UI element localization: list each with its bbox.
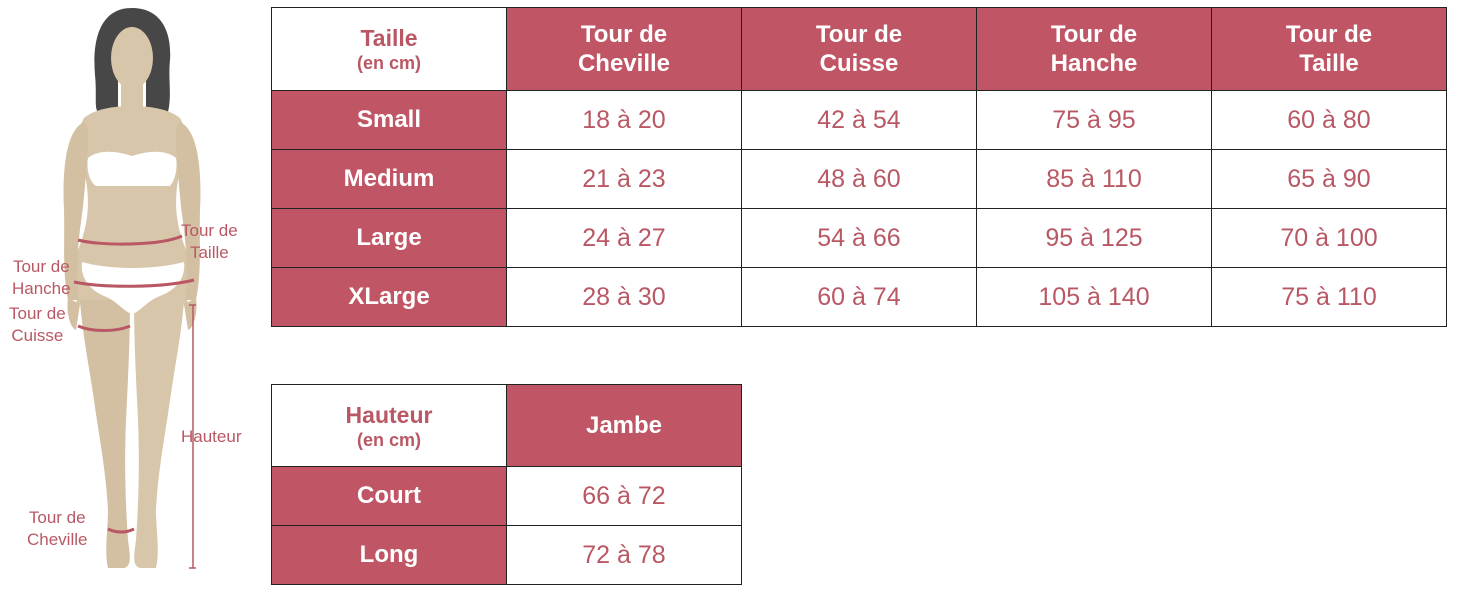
table-row: Court 66 à 72 — [271, 466, 742, 526]
body-silhouette-icon — [63, 8, 201, 569]
table-cell: 72 à 78 — [506, 525, 742, 585]
table-row: XLarge 28 à 30 60 à 74 105 à 140 75 à 11… — [271, 267, 1447, 327]
table-header-row: Taille (en cm) Tour de Cheville Tour de … — [271, 7, 1447, 91]
table-cell: 85 à 110 — [976, 149, 1212, 209]
table-cell: 75 à 95 — [976, 90, 1212, 150]
label-tour-de-cheville: Tour de Cheville — [27, 508, 88, 549]
table-row: Long 72 à 78 — [271, 525, 742, 585]
table-cell: 21 à 23 — [506, 149, 742, 209]
table-cell: 42 à 54 — [741, 90, 977, 150]
table-row: Small 18 à 20 42 à 54 75 à 95 60 à 80 — [271, 90, 1447, 150]
table-cell: 28 à 30 — [506, 267, 742, 327]
table-cell: 60 à 74 — [741, 267, 977, 327]
row-label: XLarge — [271, 267, 507, 327]
row-label: Large — [271, 208, 507, 268]
column-header-hanche: Tour de Hanche — [976, 7, 1212, 91]
table-cell: 60 à 80 — [1211, 90, 1447, 150]
row-label: Medium — [271, 149, 507, 209]
table-cell: 54 à 66 — [741, 208, 977, 268]
corner-header: Taille (en cm) — [271, 7, 507, 91]
body-measurement-illustration: Tour de Taille Tour de Hanche Tour de Cu… — [0, 0, 265, 594]
column-header-taille: Tour de Taille — [1211, 7, 1447, 91]
row-label: Small — [271, 90, 507, 150]
height-chart-table: Hauteur (en cm) Jambe Court 66 à 72 Long… — [271, 384, 742, 585]
corner-header: Hauteur (en cm) — [271, 384, 507, 467]
table-cell: 70 à 100 — [1211, 208, 1447, 268]
row-label: Court — [271, 466, 507, 526]
table-cell: 95 à 125 — [976, 208, 1212, 268]
table-cell: 105 à 140 — [976, 267, 1212, 327]
row-label: Long — [271, 525, 507, 585]
column-header-cuisse: Tour de Cuisse — [741, 7, 977, 91]
table-cell: 75 à 110 — [1211, 267, 1447, 327]
table-row: Medium 21 à 23 48 à 60 85 à 110 65 à 90 — [271, 149, 1447, 209]
label-tour-de-taille: Tour de Taille — [181, 221, 238, 262]
table-header-row: Hauteur (en cm) Jambe — [271, 384, 742, 467]
table-cell: 24 à 27 — [506, 208, 742, 268]
table-row: Large 24 à 27 54 à 66 95 à 125 70 à 100 — [271, 208, 1447, 268]
label-tour-de-hanche: Tour de Hanche — [12, 257, 71, 298]
column-header-cheville: Tour de Cheville — [506, 7, 742, 91]
table-cell: 18 à 20 — [506, 90, 742, 150]
label-hauteur: Hauteur — [181, 427, 242, 446]
column-header-jambe: Jambe — [506, 384, 742, 467]
table-cell: 66 à 72 — [506, 466, 742, 526]
table-cell: 65 à 90 — [1211, 149, 1447, 209]
size-chart-table: Taille (en cm) Tour de Cheville Tour de … — [271, 7, 1447, 327]
label-tour-de-cuisse: Tour de Cuisse — [9, 304, 66, 345]
table-cell: 48 à 60 — [741, 149, 977, 209]
